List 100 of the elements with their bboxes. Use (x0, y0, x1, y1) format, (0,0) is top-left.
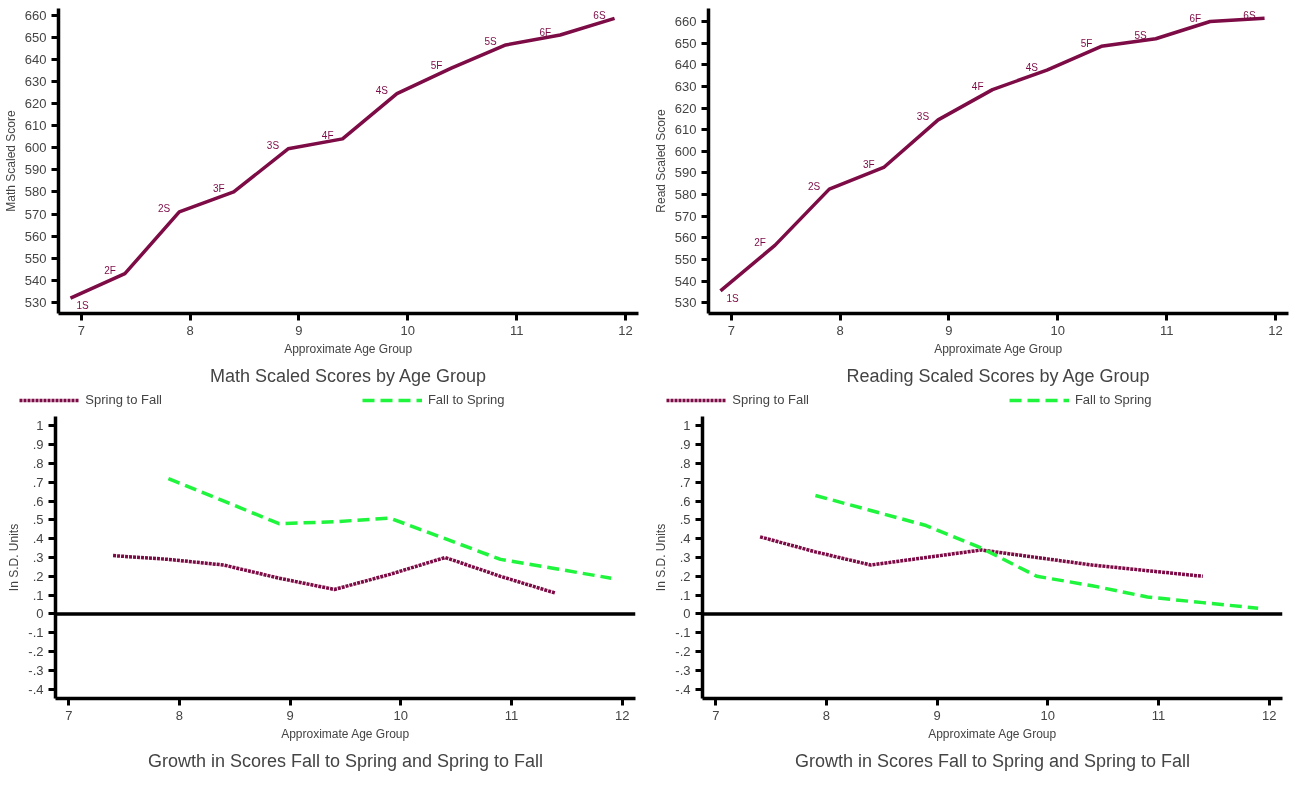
annotation: 2F (754, 236, 766, 248)
y-tick-label: 580 (24, 184, 47, 200)
x-tick-label: 12 (618, 322, 633, 338)
x-axis-title: Approximate Age Group (934, 341, 1063, 356)
annotation: 5F (430, 59, 443, 71)
y-tick-label: 610 (24, 118, 47, 134)
y-tick-label: 600 (674, 143, 697, 159)
x-tick-label: 8 (836, 322, 844, 338)
x-tick-label: 11 (509, 322, 524, 338)
y-tick-label: 640 (674, 57, 697, 73)
annotation: 3S (916, 111, 930, 123)
annotation: 3F (863, 158, 875, 170)
x-tick-label: 11 (1151, 707, 1166, 723)
y-tick-label: .6 (32, 493, 44, 509)
x-tick-label: 12 (1261, 707, 1277, 723)
y-tick-label: .5 (32, 512, 44, 528)
y-tick-label: -.4 (28, 681, 44, 697)
y-tick-label: .5 (679, 512, 691, 528)
y-tick-label: 610 (674, 122, 697, 138)
y-tick-label: .3 (32, 550, 44, 565)
y-tick-label: 530 (24, 294, 47, 310)
y-axis-title: Read Scaled Score (653, 108, 668, 213)
x-tick-label: 7 (77, 322, 85, 338)
y-tick-label: 540 (24, 272, 47, 288)
x-tick-label: 10 (393, 707, 409, 723)
x-axis-title: Approximate Age Group (284, 341, 413, 356)
y-tick-label: 570 (24, 206, 47, 222)
x-tick-label: 12 (1268, 322, 1283, 338)
annotation: 6F (1189, 12, 1202, 24)
legend-label: Fall to Spring (427, 392, 505, 407)
y-tick-label: -.2 (28, 644, 44, 659)
y-tick-label: 590 (674, 165, 697, 181)
x-tick-label: 12 (614, 707, 630, 723)
y-tick-label: 640 (24, 51, 47, 67)
y-axis-title: Math Scaled Score (3, 109, 18, 212)
annotation: 4F (971, 81, 984, 93)
y-tick-label: .4 (679, 531, 691, 547)
annotation: 6S (593, 9, 606, 21)
y-tick-label: 620 (24, 96, 47, 112)
y-tick-label: -.3 (675, 662, 691, 678)
annotation: 4S (1025, 61, 1039, 73)
x-tick-label: 9 (295, 322, 303, 338)
annotation: 6F (539, 26, 552, 38)
y-tick-label: 570 (674, 208, 697, 224)
line-series (758, 535, 1205, 579)
y-tick-label: .4 (32, 531, 44, 547)
y-tick-label: 0 (36, 606, 44, 622)
y-tick-label: 630 (24, 73, 47, 89)
legend-label: Spring to Fall (85, 392, 162, 407)
y-tick-label: 580 (674, 187, 697, 203)
annotation: 5S (484, 36, 498, 48)
y-tick-label: 630 (674, 78, 697, 94)
x-tick-label: 10 (1050, 322, 1066, 338)
y-axis-title: In S.D. Units (654, 523, 669, 592)
y-tick-label: -.4 (675, 681, 691, 697)
y-tick-label: .2 (32, 568, 44, 584)
y-tick-label: 1 (683, 418, 691, 434)
y-tick-label: .8 (32, 456, 44, 471)
x-tick-label: 8 (175, 707, 184, 723)
y-tick-label: 560 (24, 228, 47, 244)
text: Growth in Scores Fall to Spring and Spring to Fall (147, 750, 544, 771)
y-tick-label: -.2 (675, 644, 691, 659)
y-tick-label: 530 (674, 295, 697, 311)
x-tick-label: 7 (712, 707, 720, 723)
y-tick-label: -.1 (28, 625, 44, 641)
y-tick-label: -.3 (28, 662, 44, 678)
y-tick-label: 590 (24, 162, 47, 178)
annotation: 4S (375, 85, 389, 97)
text: Growth in Scores Fall to Spring and Spring to Fall (794, 750, 1191, 771)
y-tick-label: 550 (674, 251, 697, 267)
y-tick-label: .1 (679, 587, 691, 603)
annotation: 3F (213, 183, 225, 195)
y-axis-title: In S.D. Units (7, 523, 22, 592)
y-tick-label: .3 (679, 550, 691, 565)
y-tick-label: 660 (674, 13, 697, 29)
text: Math Scaled Scores by Age Group (209, 365, 487, 386)
y-tick-label: .8 (679, 456, 691, 471)
x-tick-label: 8 (822, 707, 831, 723)
text: Reading Scaled Scores by Age Group (846, 365, 1150, 386)
x-tick-label: 7 (727, 322, 735, 338)
y-tick-label: 540 (674, 273, 697, 289)
y-tick-label: 560 (674, 230, 697, 246)
x-tick-label: 9 (945, 322, 953, 338)
y-tick-label: 0 (683, 606, 691, 622)
line-series (813, 493, 1260, 611)
y-tick-label: 600 (24, 140, 47, 156)
annotation: 5S (1134, 30, 1148, 42)
y-tick-label: .2 (679, 568, 691, 584)
legend-label: Spring to Fall (732, 392, 809, 407)
y-tick-label: 550 (24, 250, 47, 266)
line-series (111, 553, 558, 595)
y-tick-label: .6 (679, 493, 691, 509)
y-tick-label: .9 (679, 437, 691, 453)
x-tick-label: 9 (933, 707, 941, 723)
x-tick-label: 9 (286, 707, 294, 723)
x-tick-label: 7 (65, 707, 73, 723)
y-tick-label: -.1 (675, 625, 691, 641)
x-tick-label: 11 (504, 707, 519, 723)
annotation: 2S (158, 203, 171, 215)
y-tick-label: .9 (32, 437, 44, 453)
